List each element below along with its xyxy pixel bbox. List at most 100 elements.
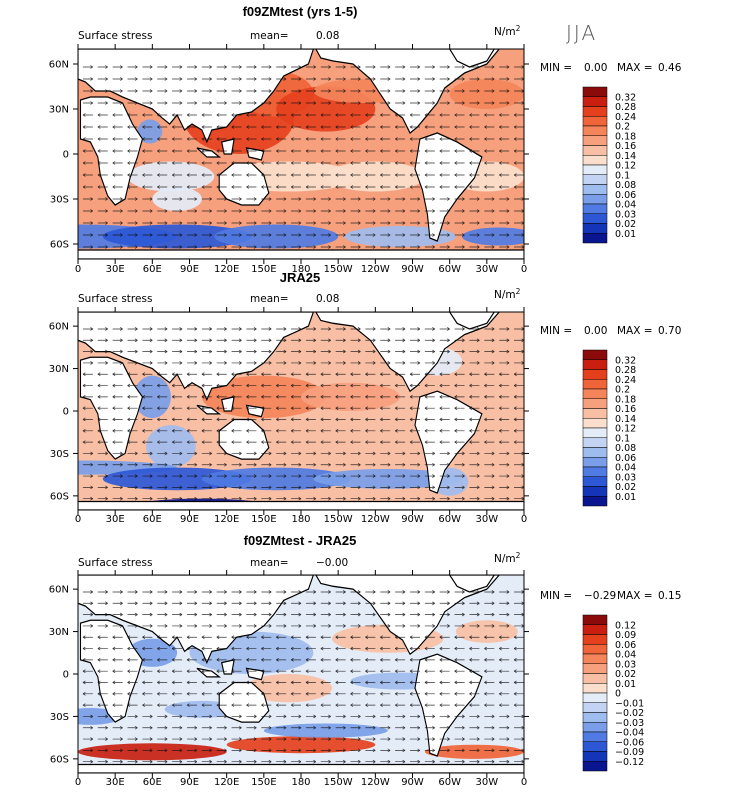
stress-vector: [216, 624, 227, 628]
stress-vector: [350, 197, 361, 201]
stress-vector: [439, 737, 450, 741]
stress-vector: [469, 221, 480, 225]
stress-vector: [157, 440, 168, 444]
colorbar-label: −0.01: [615, 698, 644, 709]
stress-vector: [498, 137, 510, 141]
stress-vector: [171, 372, 183, 377]
stress-vector: [127, 209, 138, 213]
stress-vector: [186, 349, 198, 354]
stress-vector: [246, 703, 257, 707]
stress-vector: [454, 161, 465, 165]
stress-vector: [469, 395, 480, 399]
stress-vector: [350, 372, 361, 377]
stress-vector: [97, 101, 108, 105]
colorbar-label: 0.02: [615, 482, 636, 493]
stress-vector: [127, 669, 138, 673]
stress-vector: [216, 338, 227, 343]
colorbar-label: 0.16: [615, 404, 636, 415]
stress-vector: [231, 703, 242, 707]
colorbar-label: 0.08: [615, 180, 636, 191]
stress-vector: [157, 680, 168, 685]
stress-vector: [127, 635, 138, 640]
stress-vector: [112, 496, 123, 501]
stress-vector: [513, 646, 524, 651]
colorbar-swatch: [582, 223, 608, 234]
stress-vector: [484, 485, 495, 490]
stress-vector: [335, 748, 346, 753]
stress-vector: [231, 161, 242, 165]
stress-vector: [291, 759, 302, 764]
stress-vector: [454, 113, 465, 117]
stress-vector: [261, 474, 272, 478]
stress-vector: [365, 417, 376, 422]
stress-vector: [350, 624, 361, 628]
stress-vector: [216, 428, 227, 433]
stress-vector: [365, 669, 376, 673]
stress-vector: [454, 658, 465, 662]
stress-vector: [439, 496, 450, 501]
stress-vector: [142, 383, 153, 388]
stress-vector: [395, 89, 406, 93]
stress-vector: [216, 612, 227, 617]
stress-vector: [142, 451, 153, 456]
stress-vector: [305, 89, 317, 93]
stress-vector: [394, 406, 406, 410]
stress-vector: [305, 646, 316, 651]
stress-vector: [157, 646, 168, 651]
stress-vector: [172, 361, 183, 365]
stress-vector: [157, 485, 168, 490]
stress-vector: [97, 590, 108, 594]
stress-vector: [439, 221, 450, 225]
stress-vector: [424, 77, 436, 81]
stress-vector: [350, 635, 361, 640]
stress-vector: [409, 451, 421, 456]
stress-vector: [350, 245, 361, 249]
stress-vector: [409, 245, 421, 249]
colorbar: 0.120.090.060.040.030.020.010−0.01−0.02−…: [582, 614, 644, 772]
stress-vector: [454, 440, 465, 444]
stress-vector: [320, 646, 331, 651]
y-tick-label: 0: [63, 670, 69, 681]
stress-vector: [380, 485, 391, 490]
stress-vector: [305, 101, 317, 105]
stress-vector: [97, 691, 108, 696]
stress-vector: [484, 635, 495, 640]
stress-vector: [335, 496, 346, 501]
stress-vector: [246, 209, 257, 213]
stress-vector: [484, 65, 495, 69]
x-tick-label: 60E: [143, 514, 162, 525]
stress-vector: [380, 245, 391, 249]
colorbar-swatch: [582, 702, 608, 713]
stress-vector: [498, 185, 510, 189]
stress-vector: [454, 185, 465, 189]
stress-vector: [291, 725, 302, 730]
stress-vector: [320, 474, 331, 478]
stress-vector: [469, 485, 480, 490]
stress-vector: [216, 221, 227, 225]
stress-vector: [216, 327, 227, 331]
stress-vector: [439, 474, 450, 478]
stress-vector: [335, 428, 346, 433]
stress-vector: [231, 759, 242, 764]
stress-vector: [157, 361, 168, 365]
stress-vector: [246, 383, 257, 388]
stress-vector: [142, 89, 153, 93]
stress-vector: [395, 221, 406, 225]
stress-vector: [261, 748, 272, 753]
stress-vector: [320, 612, 331, 617]
stress-vector: [157, 748, 168, 753]
stress-vector: [469, 77, 480, 81]
stress-vector: [395, 197, 406, 201]
stress-vector: [484, 462, 495, 467]
stress-vector: [112, 646, 123, 651]
stress-vector: [97, 349, 108, 354]
stress-vector: [498, 372, 510, 377]
stress-vector: [350, 680, 361, 685]
stress-vector: [127, 173, 138, 177]
stress-vector: [246, 590, 257, 594]
stress-vector: [469, 496, 480, 501]
stress-vector: [231, 680, 242, 685]
units-label: N/m2: [494, 287, 521, 301]
stress-vector: [216, 406, 227, 410]
